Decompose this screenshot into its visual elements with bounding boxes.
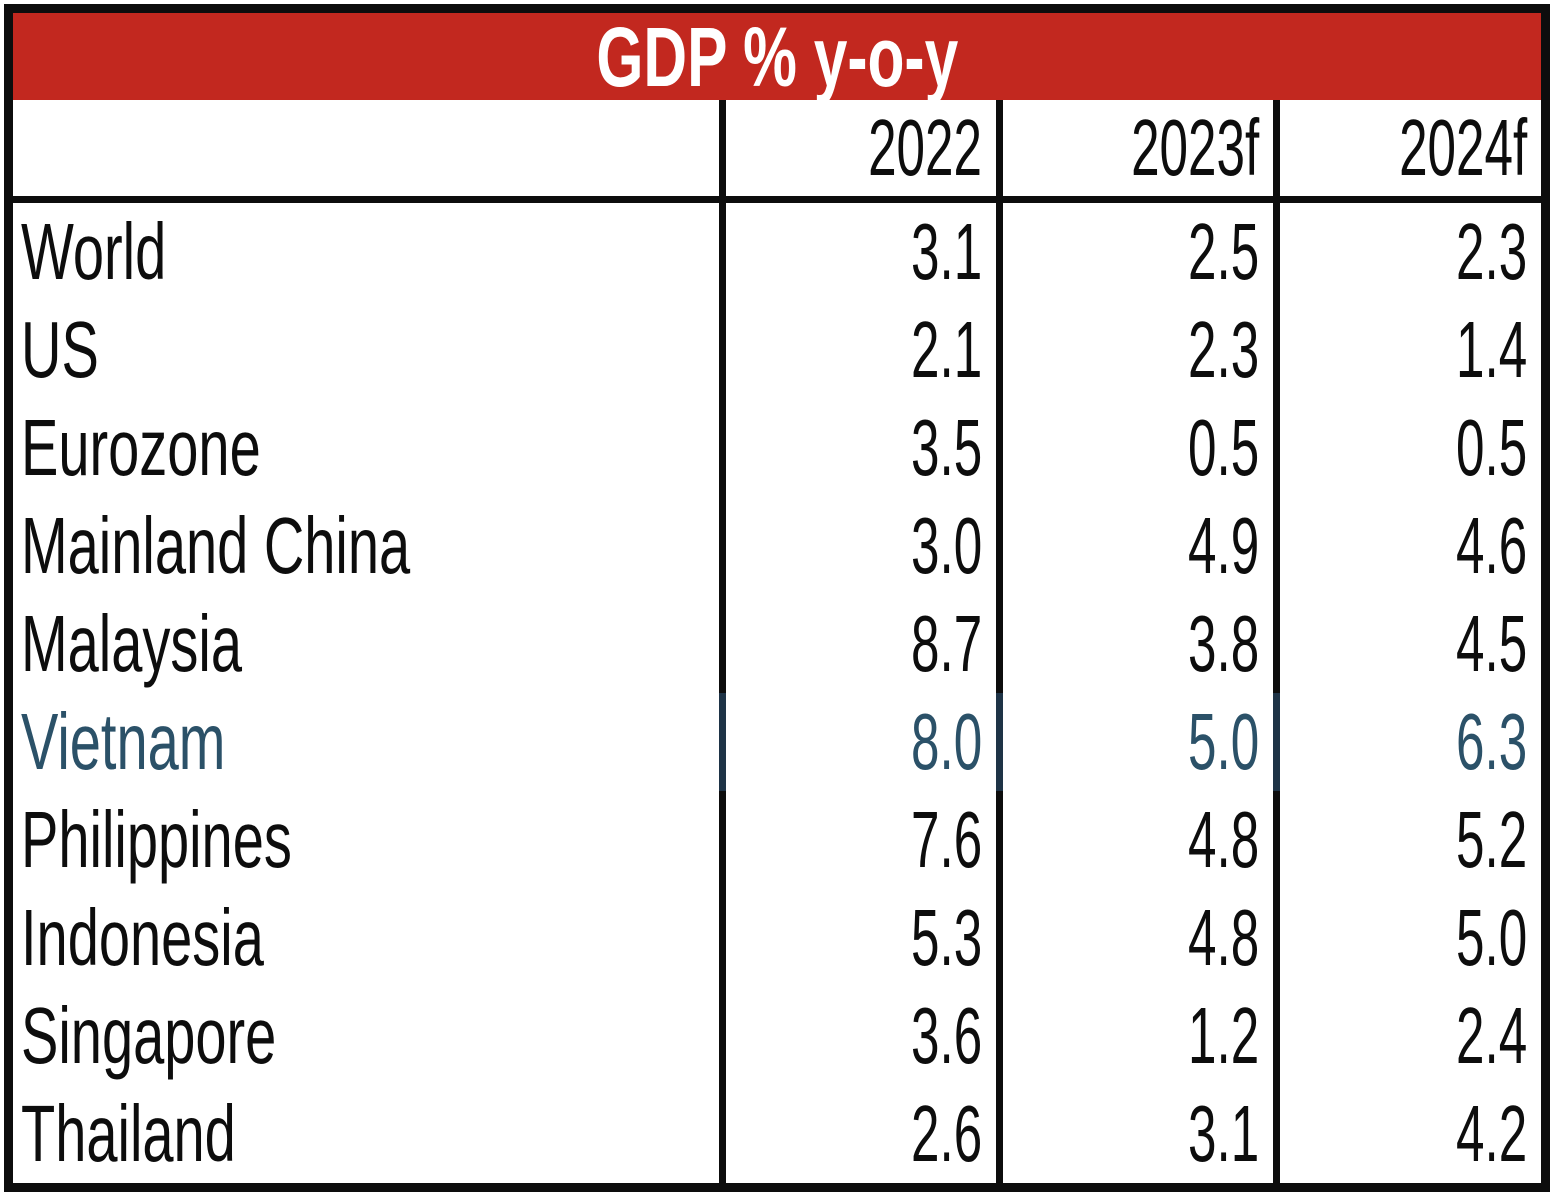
- table-row-mainland-china: Mainland China 3.0 4.9 4.6: [13, 497, 1541, 595]
- value-cell: 4.9: [996, 497, 1273, 595]
- value-cell: 5.3: [719, 889, 996, 987]
- value-cell: 3.8: [996, 595, 1273, 693]
- row-label: Thailand: [21, 1089, 236, 1178]
- row-label: Indonesia: [21, 893, 264, 982]
- value-cell: 3.6: [719, 987, 996, 1085]
- value-cell: 4.5: [1273, 595, 1541, 693]
- value-cell: 5.0: [996, 693, 1273, 791]
- row-label: World: [21, 207, 167, 296]
- value-cell: 8.7: [719, 595, 996, 693]
- value-cell: 4.6: [1273, 497, 1541, 595]
- value-cell: 8.0: [719, 693, 996, 791]
- table-row-malaysia: Malaysia 8.7 3.8 4.5: [13, 595, 1541, 693]
- value-cell: 2.3: [1273, 203, 1541, 301]
- value-cell: 3.5: [719, 399, 996, 497]
- value-cell: 4.8: [996, 791, 1273, 889]
- col-header-2023f: 2023f: [996, 100, 1273, 203]
- row-label: Eurozone: [21, 403, 261, 492]
- column-header-row: 2022 2023f 2024f: [13, 100, 1542, 203]
- row-label: Philippines: [21, 795, 292, 884]
- value-cell: 3.1: [996, 1085, 1273, 1183]
- value-cell: 2.5: [996, 203, 1273, 301]
- value-cell: 3.0: [719, 497, 996, 595]
- table-row-eurozone: Eurozone 3.5 0.5 0.5: [13, 399, 1541, 497]
- row-label: US: [21, 305, 99, 394]
- row-label: Mainland China: [21, 501, 411, 590]
- value-cell: 2.6: [719, 1085, 996, 1183]
- value-cell: 5.2: [1273, 791, 1541, 889]
- value-cell: 1.4: [1273, 301, 1541, 399]
- table-row-thailand: Thailand 2.6 3.1 4.2: [13, 1085, 1541, 1183]
- value-cell: 1.2: [996, 987, 1273, 1085]
- col-header-blank: [13, 100, 719, 203]
- table-title-bar: GDP % y-o-y: [13, 9, 1542, 104]
- value-cell: 4.8: [996, 889, 1273, 987]
- value-cell: 0.5: [1273, 399, 1541, 497]
- value-cell: 7.6: [719, 791, 996, 889]
- table-row-philippines: Philippines 7.6 4.8 5.2: [13, 791, 1541, 889]
- row-label: Malaysia: [21, 599, 242, 688]
- value-cell: 3.1: [719, 203, 996, 301]
- row-label: Vietnam: [13, 693, 719, 791]
- col-header-2024f: 2024f: [1273, 100, 1542, 203]
- table-row-singapore: Singapore 3.6 1.2 2.4: [13, 987, 1541, 1085]
- value-cell: 5.0: [1273, 889, 1541, 987]
- value-cell: 6.3: [1273, 693, 1541, 791]
- table-row-vietnam-highlighted: Vietnam 8.0 5.0 6.3: [13, 693, 1541, 791]
- value-cell: 0.5: [996, 399, 1273, 497]
- table-title-row: GDP % y-o-y: [13, 9, 1542, 104]
- row-label: Singapore: [21, 991, 277, 1080]
- value-cell: 2.3: [996, 301, 1273, 399]
- gdp-table: GDP % y-o-y 2022 2023f 2024f World 3.1 2…: [4, 4, 1551, 1192]
- table-row-world: World 3.1 2.5 2.3: [13, 203, 1541, 301]
- table-row-us: US 2.1 2.3 1.4: [13, 301, 1541, 399]
- col-header-2022: 2022: [719, 100, 996, 203]
- value-cell: 4.2: [1273, 1085, 1541, 1183]
- table-title: GDP % y-o-y: [596, 9, 958, 104]
- table-row-indonesia: Indonesia 5.3 4.8 5.0: [13, 889, 1541, 987]
- value-cell: 2.4: [1273, 987, 1541, 1085]
- value-cell: 2.1: [719, 301, 996, 399]
